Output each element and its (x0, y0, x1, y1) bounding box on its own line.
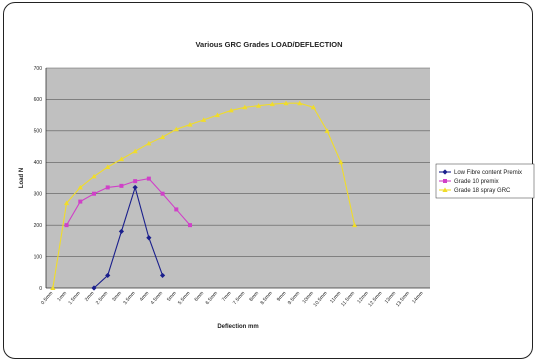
data-point (310, 104, 317, 110)
x-tick-label: 5mm (166, 290, 178, 302)
x-tick-label: 14mm (411, 290, 425, 305)
x-tick-label: 2.5mm (95, 290, 109, 306)
data-point (91, 285, 97, 291)
x-tick-label: 2mm (84, 290, 96, 302)
x-tick-label: 10.5mm (312, 290, 328, 308)
plot-area (46, 68, 430, 288)
data-point (146, 235, 152, 241)
data-point (50, 285, 56, 290)
data-point (105, 185, 110, 190)
x-tick-label: 0.5mm (40, 290, 54, 306)
legend: Low Fibre content Premix Grade 10 premix G… (435, 163, 535, 199)
data-point (201, 117, 207, 122)
x-tick-label: 1mm (56, 290, 68, 302)
x-tick-label: 3.5mm (122, 290, 136, 306)
x-tick-label: 5.5mm (177, 290, 191, 306)
data-point (160, 191, 165, 196)
legend-label: Grade 10 premix (454, 179, 499, 185)
y-tick-label: 600 (34, 97, 43, 103)
x-tick-labels: 0.5mm 1mm 1.5mm 2mm 2.5mm 3mm 3.5mm 4mm 4.5mm 5mm… (40, 290, 425, 308)
x-tick-label: 9.5mm (287, 290, 301, 306)
legend-box (435, 163, 535, 199)
x-tick-label: 8.5mm (259, 290, 273, 306)
data-point (242, 104, 248, 110)
y-tick-label: 200 (34, 223, 43, 229)
data-point (132, 148, 138, 154)
y-tick-label: 0 (39, 286, 42, 292)
y-axis-title: Load N (19, 168, 25, 188)
data-point (188, 223, 192, 228)
data-point (105, 272, 111, 279)
data-point (159, 272, 166, 279)
y-tick-label: 100 (34, 254, 43, 260)
data-point (146, 176, 151, 181)
legend-swatch-marker (442, 169, 448, 175)
data-point (64, 223, 69, 228)
x-tick-label: 9mm (276, 290, 288, 302)
x-tick-label: 3mm (111, 290, 123, 302)
data-point (132, 184, 138, 191)
legend-label: Low Fibre content Premix (454, 170, 522, 176)
data-point (77, 184, 83, 190)
x-tick-label: 7.5mm (232, 290, 246, 306)
x-tick-label: 1.5mm (67, 290, 81, 306)
legend-swatch-marker (442, 187, 448, 192)
data-point (297, 100, 303, 106)
data-point (146, 140, 152, 146)
data-point (174, 207, 179, 212)
series-line-1 (66, 178, 191, 226)
y-tick-label: 700 (34, 66, 43, 72)
y-tick-label: 500 (34, 129, 43, 135)
data-point (91, 173, 97, 179)
y-tick-label: 300 (34, 192, 43, 198)
data-point (119, 183, 124, 188)
data-point (214, 112, 221, 118)
data-point (187, 121, 193, 127)
chart-title: Various GRC Grades LOAD/DEFLECTION (195, 40, 342, 49)
x-axis-title: Deflection mm (217, 324, 258, 330)
legend-swatch-marker (443, 179, 447, 183)
y-tick-labels: 0 100 200 300 400 500 600 700 (34, 66, 43, 292)
data-point (255, 103, 262, 108)
data-point (283, 100, 289, 106)
x-tick-label: 7mm (221, 290, 233, 302)
data-point (173, 126, 179, 132)
x-tick-label: 6.5mm (205, 290, 219, 306)
x-tick-label: 12.5mm (367, 290, 383, 308)
data-point (269, 101, 275, 107)
data-point (78, 199, 83, 204)
x-tick-label: 4.5mm (150, 290, 164, 306)
data-point (228, 107, 234, 113)
x-tick-label: 11.5mm (340, 290, 356, 307)
data-point (118, 228, 125, 235)
x-tick-label: 6mm (193, 290, 205, 302)
data-point (338, 159, 344, 165)
data-point (118, 156, 125, 162)
data-point (105, 164, 111, 169)
data-point (92, 191, 96, 196)
x-tick-label: 13.5mm (395, 290, 411, 308)
data-point (63, 200, 70, 206)
y-tick-label: 400 (34, 160, 43, 166)
series-layer (50, 100, 358, 291)
x-tick-label: 8mm (248, 290, 260, 302)
legend-label: Grade 18 spray GRC (454, 188, 511, 194)
x-tick-label: 4mm (139, 290, 151, 302)
gridlines (46, 67, 430, 257)
data-point (159, 134, 166, 140)
series-line-0 (93, 185, 164, 289)
data-point (324, 128, 330, 133)
data-point (351, 222, 358, 228)
data-point (133, 179, 138, 184)
